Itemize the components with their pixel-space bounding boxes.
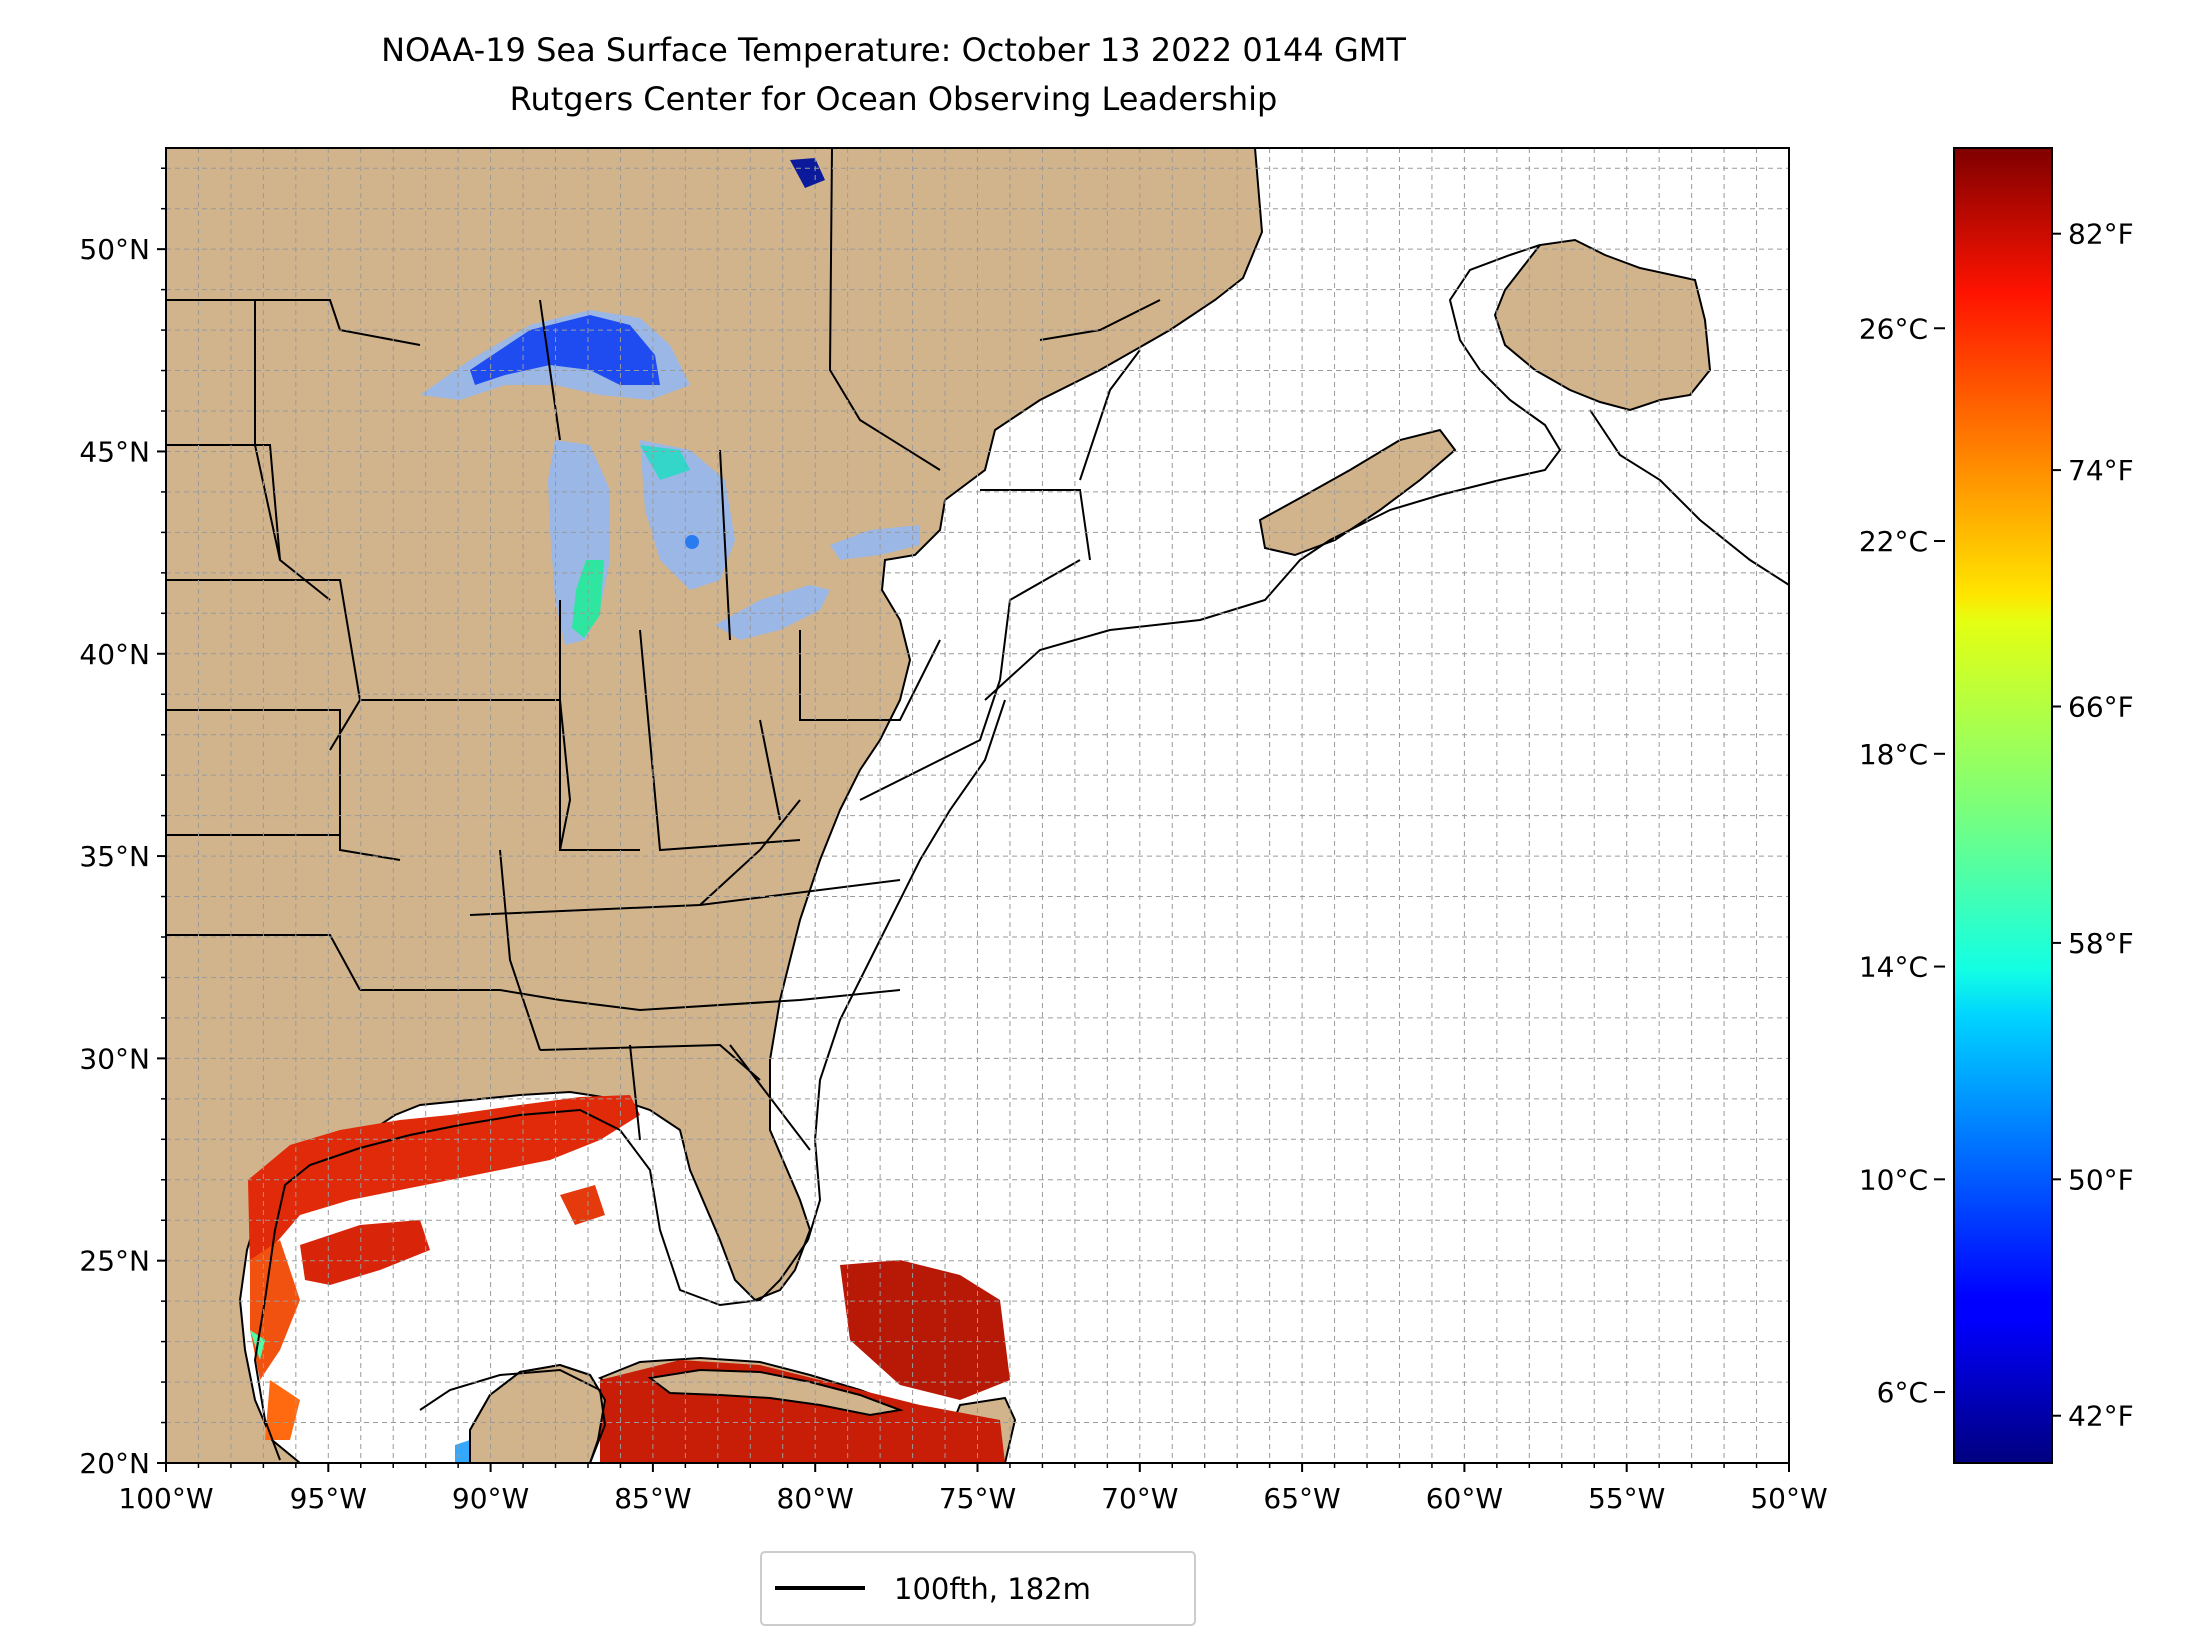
colorbar-f-label: 42°F — [2068, 1400, 2134, 1433]
lon-tick-label: 100°W — [118, 1482, 213, 1515]
colorbar-c-label: 22°C — [1859, 525, 1928, 558]
map-subtitle: Rutgers Center for Ocean Observing Leade… — [509, 80, 1278, 118]
lat-tick-label: 45°N — [79, 435, 150, 468]
lat-tick-label: 20°N — [79, 1447, 150, 1480]
colorbar: 82°F 74°F 66°F 58°F 50°F 42°F 26°C 22°C 18°C 14°C… — [1859, 147, 2134, 1464]
colorbar-c-label: 14°C — [1859, 951, 1928, 984]
lat-tick-label: 25°N — [79, 1245, 150, 1278]
colorbar-f-label: 58°F — [2068, 927, 2134, 960]
lake-huron-sst — [640, 445, 690, 480]
colorbar-f-label: 50°F — [2068, 1163, 2134, 1196]
lat-tick-label: 40°N — [79, 638, 150, 671]
lat-tick-label: 50°N — [79, 233, 150, 266]
colorbar-c-label: 26°C — [1859, 312, 1928, 345]
map-title: NOAA-19 Sea Surface Temperature: October… — [381, 31, 1406, 69]
legend-label: 100fth, 182m — [894, 1572, 1091, 1606]
lat-tick-label: 35°N — [79, 840, 150, 873]
colorbar-c-label: 6°C — [1877, 1376, 1928, 1409]
colorbar-f-label: 82°F — [2068, 218, 2134, 251]
lon-tick-label: 90°W — [452, 1482, 529, 1515]
colorbar-gradient — [1953, 147, 2053, 1464]
lake-erie — [715, 585, 830, 640]
colorbar-f-label: 74°F — [2068, 454, 2134, 487]
nova-scotia-land — [1258, 428, 1457, 557]
colorbar-c-label: 18°C — [1859, 738, 1928, 771]
legend-box — [760, 1551, 1196, 1626]
lon-tick-label: 60°W — [1426, 1482, 1503, 1515]
lon-tick-label: 95°W — [290, 1482, 367, 1515]
lake-superior-sst — [470, 315, 660, 385]
lon-tick-label: 55°W — [1588, 1482, 1665, 1515]
newfoundland-land — [1493, 238, 1712, 412]
lon-tick-label: 65°W — [1263, 1482, 1340, 1515]
political-borders — [166, 148, 1161, 1151]
legend: 100fth, 182m — [760, 1551, 1196, 1626]
lake-ontario — [830, 525, 920, 560]
lon-tick-label: 80°W — [777, 1482, 854, 1515]
lon-tick-label: 50°W — [1750, 1482, 1827, 1515]
lat-tick-label: 30°N — [79, 1042, 150, 1075]
colorbar-ticks: 82°F 74°F 66°F 58°F 50°F 42°F 26°C 22°C 18°C 14°C… — [1859, 218, 2134, 1433]
map-area — [166, 148, 1789, 1463]
lon-tick-label: 75°W — [939, 1482, 1016, 1515]
colorbar-c-label: 10°C — [1859, 1163, 1928, 1196]
lon-tick-label: 70°W — [1101, 1482, 1178, 1515]
colorbar-f-label: 66°F — [2068, 691, 2134, 724]
map-gridlines — [166, 148, 1789, 1463]
gulf-sst — [248, 1095, 1010, 1463]
hudson-bay-sst — [790, 158, 825, 188]
lake-sst-spot — [685, 535, 699, 549]
lon-tick-label: 85°W — [614, 1482, 691, 1515]
